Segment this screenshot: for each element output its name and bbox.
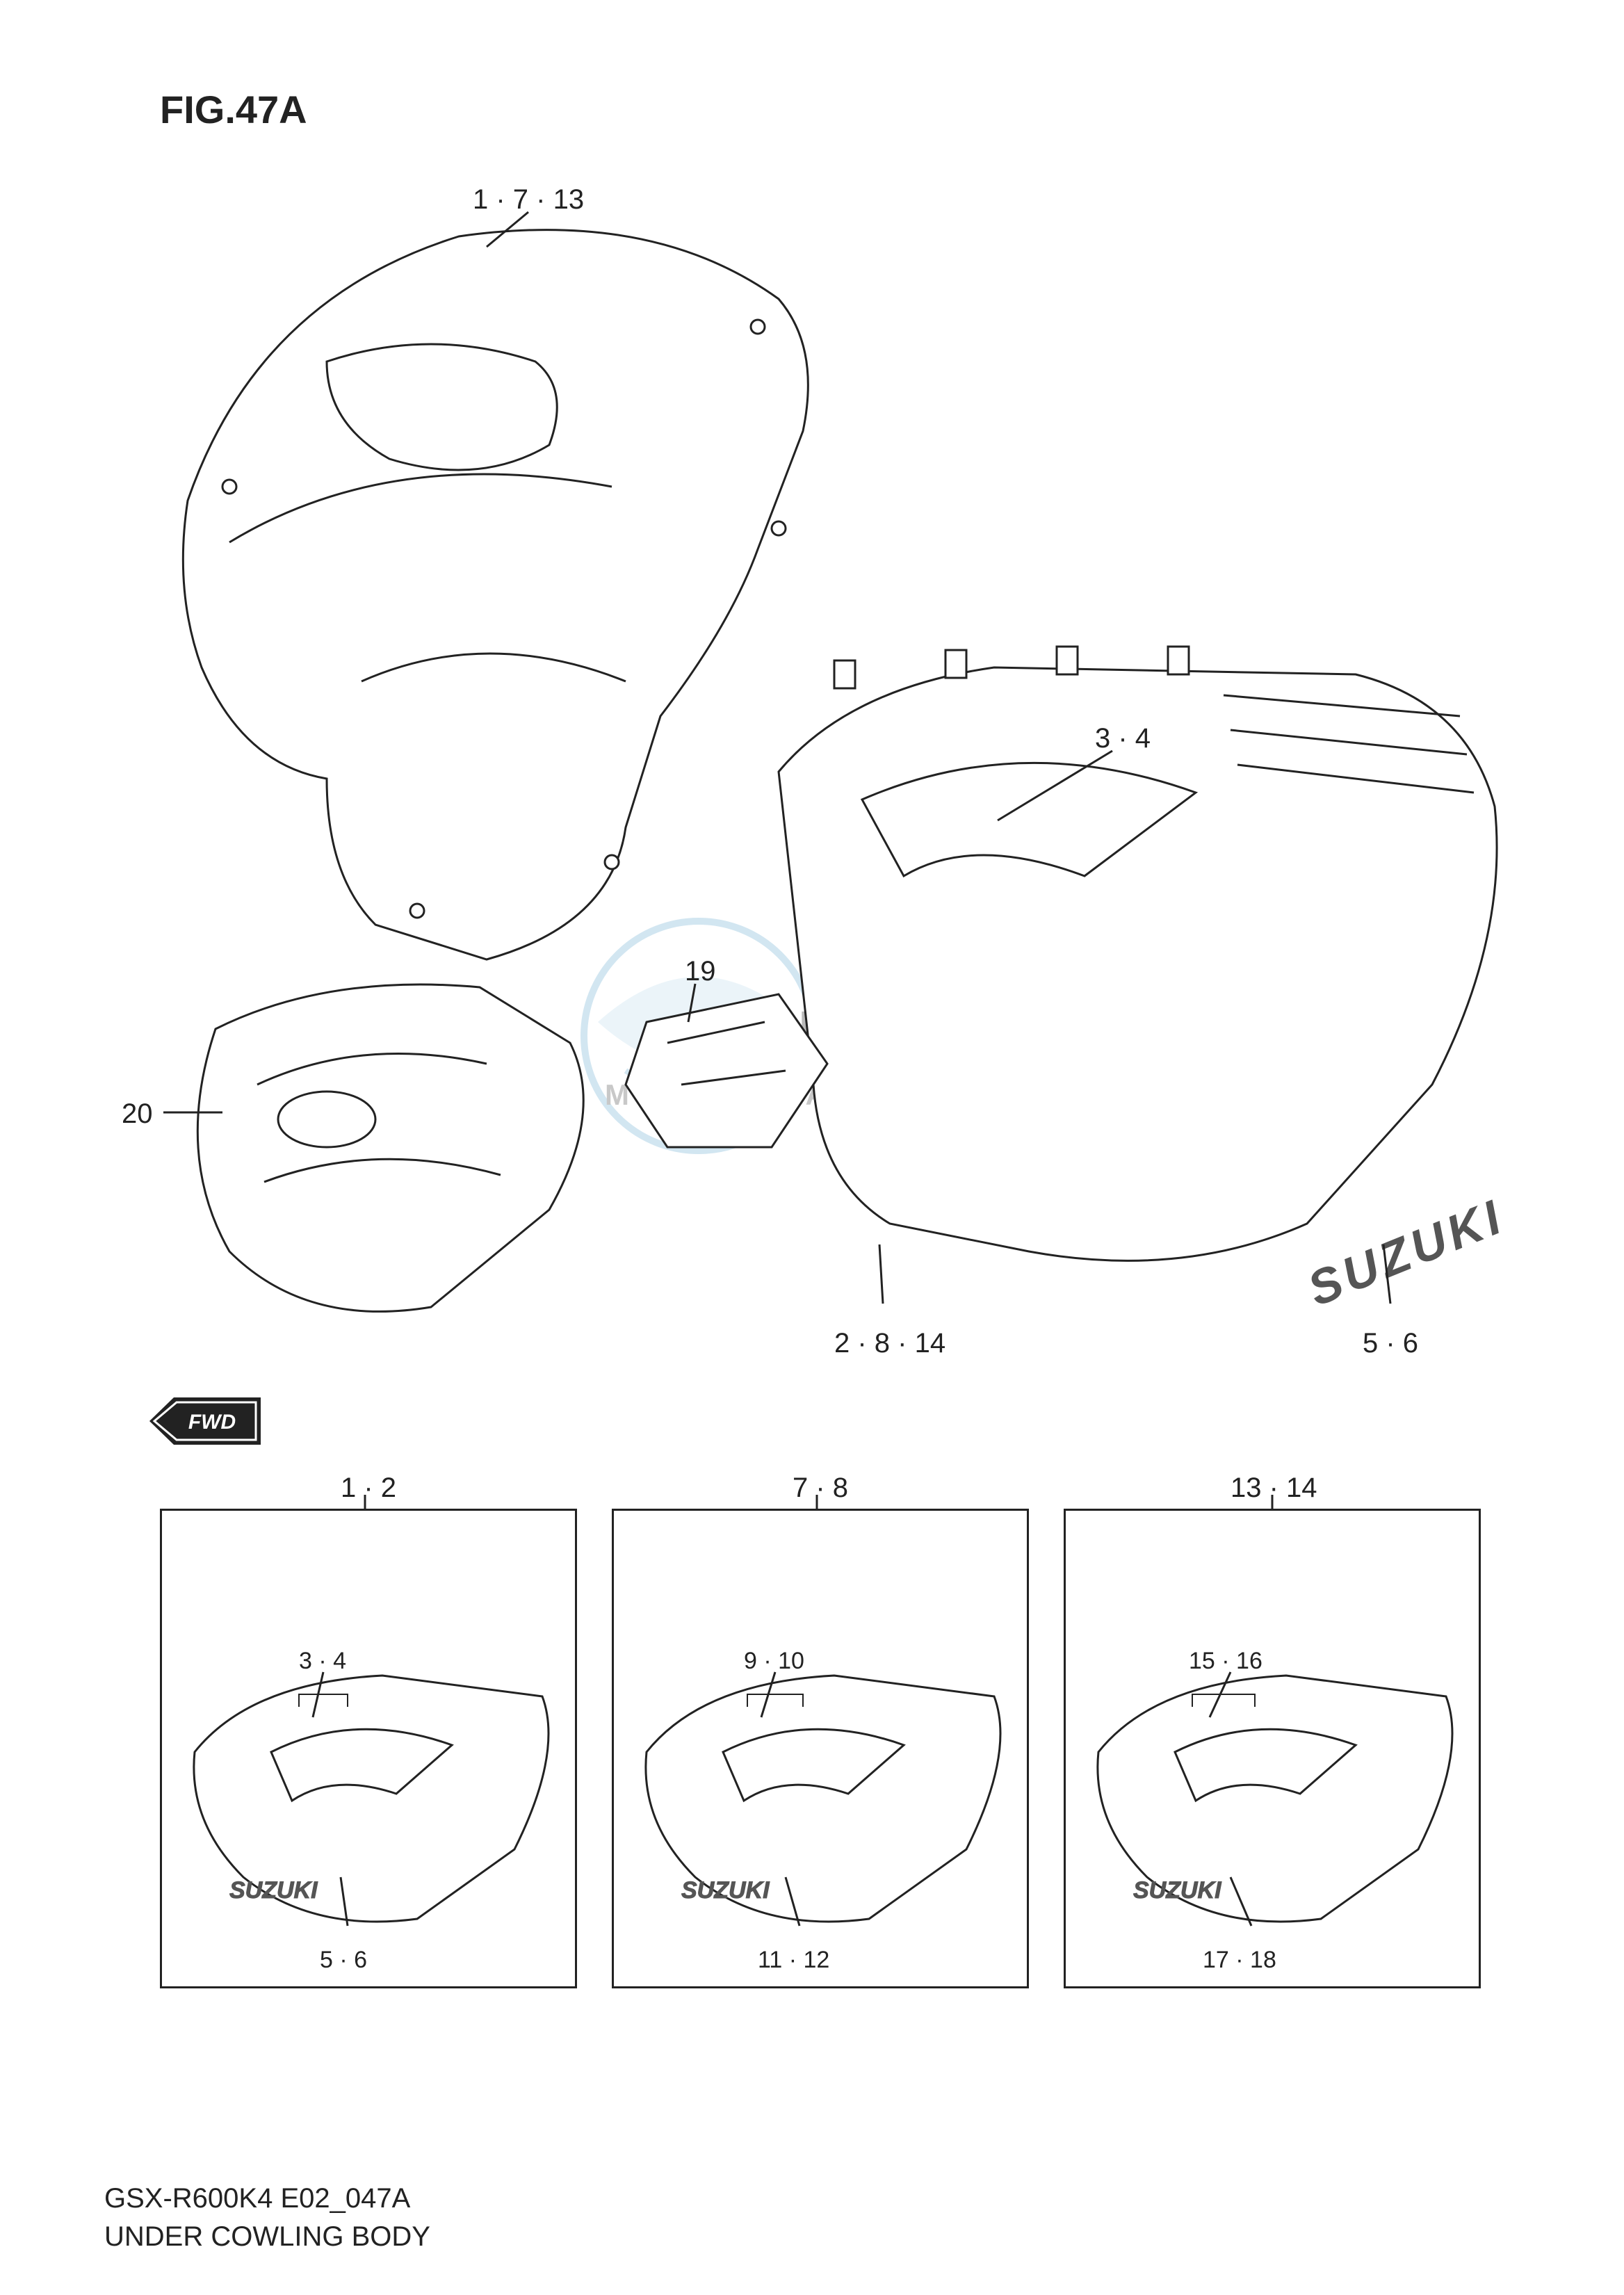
panel3-callout-15-16: 15 · 16 xyxy=(1189,1648,1262,1675)
footer-model-code: GSX-R600K4 E02_047A xyxy=(104,2183,410,2214)
panel1-callout-3-4: 3 · 4 xyxy=(299,1648,346,1675)
panel-header-13-14: 13 · 14 xyxy=(1231,1473,1317,1504)
svg-text:SUZUKI: SUZUKI xyxy=(681,1877,770,1904)
panel3-callout-17-18: 17 · 18 xyxy=(1203,1947,1276,1974)
panel1-callout-5-6: 5 · 6 xyxy=(320,1947,367,1974)
panel2-callout-11-12: 11 · 12 xyxy=(758,1947,829,1974)
panel-header-1-2: 1 · 2 xyxy=(341,1473,396,1504)
footer-title: UNDER COWLING BODY xyxy=(104,2221,430,2253)
svg-text:SUZUKI: SUZUKI xyxy=(229,1877,318,1904)
svg-text:SUZUKI: SUZUKI xyxy=(1133,1877,1222,1904)
panel2-callout-9-10: 9 · 10 xyxy=(744,1648,804,1675)
panel-header-7-8: 7 · 8 xyxy=(793,1473,848,1504)
